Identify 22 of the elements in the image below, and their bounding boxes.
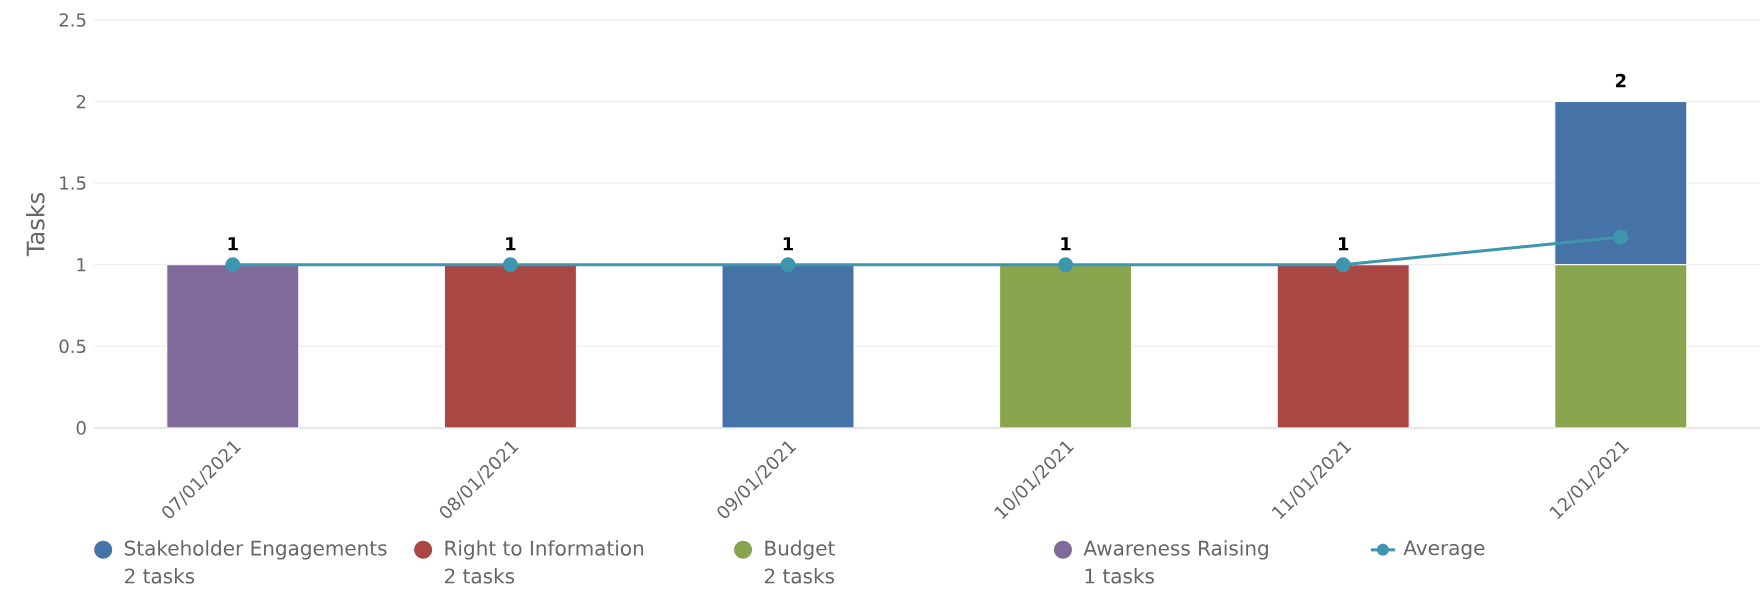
total-label: 1 xyxy=(228,237,238,251)
y-tick-label: 0.5 xyxy=(59,339,86,354)
legend-label: Awareness Raising xyxy=(1083,540,1268,560)
y-tick-label: 2.5 xyxy=(59,13,86,27)
total-label: 2 xyxy=(1615,73,1626,88)
total-label: 1 xyxy=(783,237,794,251)
y-tick-label: 1.5 xyxy=(60,176,86,190)
legend-label: Budget xyxy=(765,540,835,560)
text: 2 tasks xyxy=(445,568,515,584)
text: 2 tasks xyxy=(125,568,195,584)
legend-label: Average xyxy=(1403,540,1485,560)
text: 1 tasks xyxy=(1085,568,1154,584)
y-tick-label: 2 xyxy=(76,94,86,109)
total-label: 1 xyxy=(1338,237,1349,251)
legend-label: Right to Information xyxy=(445,540,644,560)
total-label: 1 xyxy=(506,237,516,251)
total-label: 1 xyxy=(1061,237,1071,251)
legend-label: Stakeholder Engagements xyxy=(124,540,387,560)
y-tick-label: 0 xyxy=(76,421,86,435)
y-axis-title: Tasks xyxy=(26,193,45,257)
text: 2 tasks xyxy=(764,568,835,584)
y-tick-label: 1 xyxy=(77,258,86,272)
